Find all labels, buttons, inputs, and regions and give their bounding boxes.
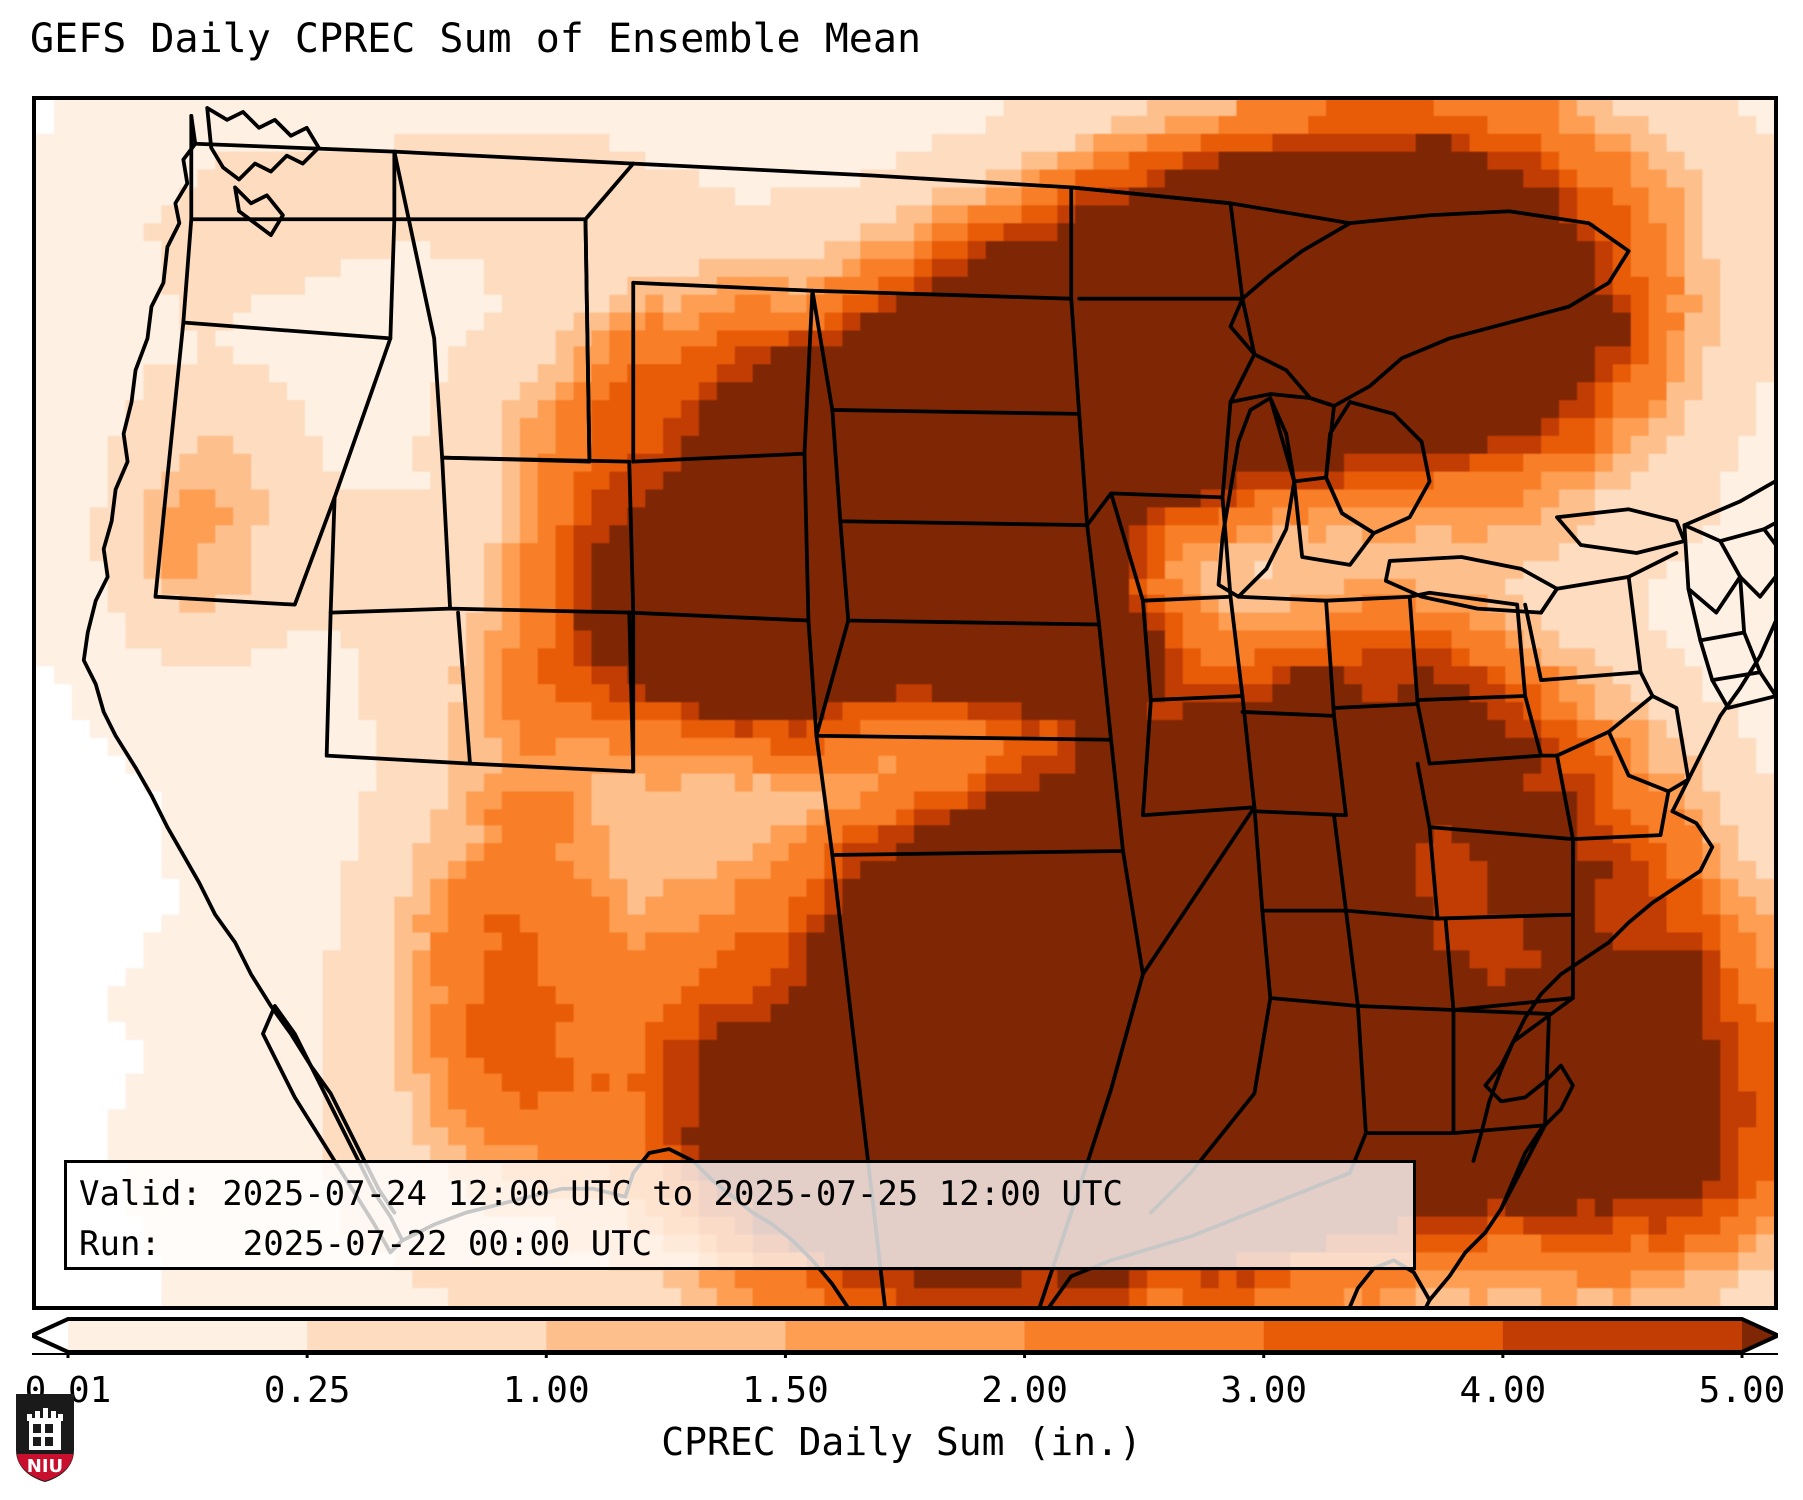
- colorbar-tick-4: 2.00: [981, 1370, 1068, 1411]
- colorbar-tick-1: 0.25: [263, 1370, 351, 1411]
- colorbar-tick-7: 5.00: [1698, 1370, 1786, 1411]
- run-time-text: Run: 2025-07-22 00:00 UTC: [79, 1224, 653, 1264]
- colorbar-axis-label: CPREC Daily Sum (in.): [661, 1420, 1142, 1464]
- colorbar-tick-5: 3.00: [1220, 1370, 1308, 1411]
- niu-shield-logo: NIU: [16, 1394, 74, 1482]
- colorbar: [32, 1316, 1778, 1358]
- map-panel: [32, 96, 1778, 1310]
- geographic-boundaries: [81, 106, 1774, 1306]
- niu-logo-text: NIU: [27, 1456, 63, 1477]
- valid-time-text: Valid: 2025-07-24 12:00 UTC to 2025-07-2…: [79, 1174, 1123, 1214]
- precipitation-heatmap: [36, 100, 1774, 1306]
- colorbar-tick-2: 1.00: [502, 1370, 590, 1411]
- colorbar-tick-6: 4.00: [1459, 1370, 1547, 1411]
- page-title: GEFS Daily CPREC Sum of Ensemble Mean: [30, 16, 922, 62]
- colorbar-tick-3: 1.50: [742, 1370, 829, 1411]
- valid-run-info-box: Valid: 2025-07-24 12:00 UTC to 2025-07-2…: [64, 1160, 1416, 1270]
